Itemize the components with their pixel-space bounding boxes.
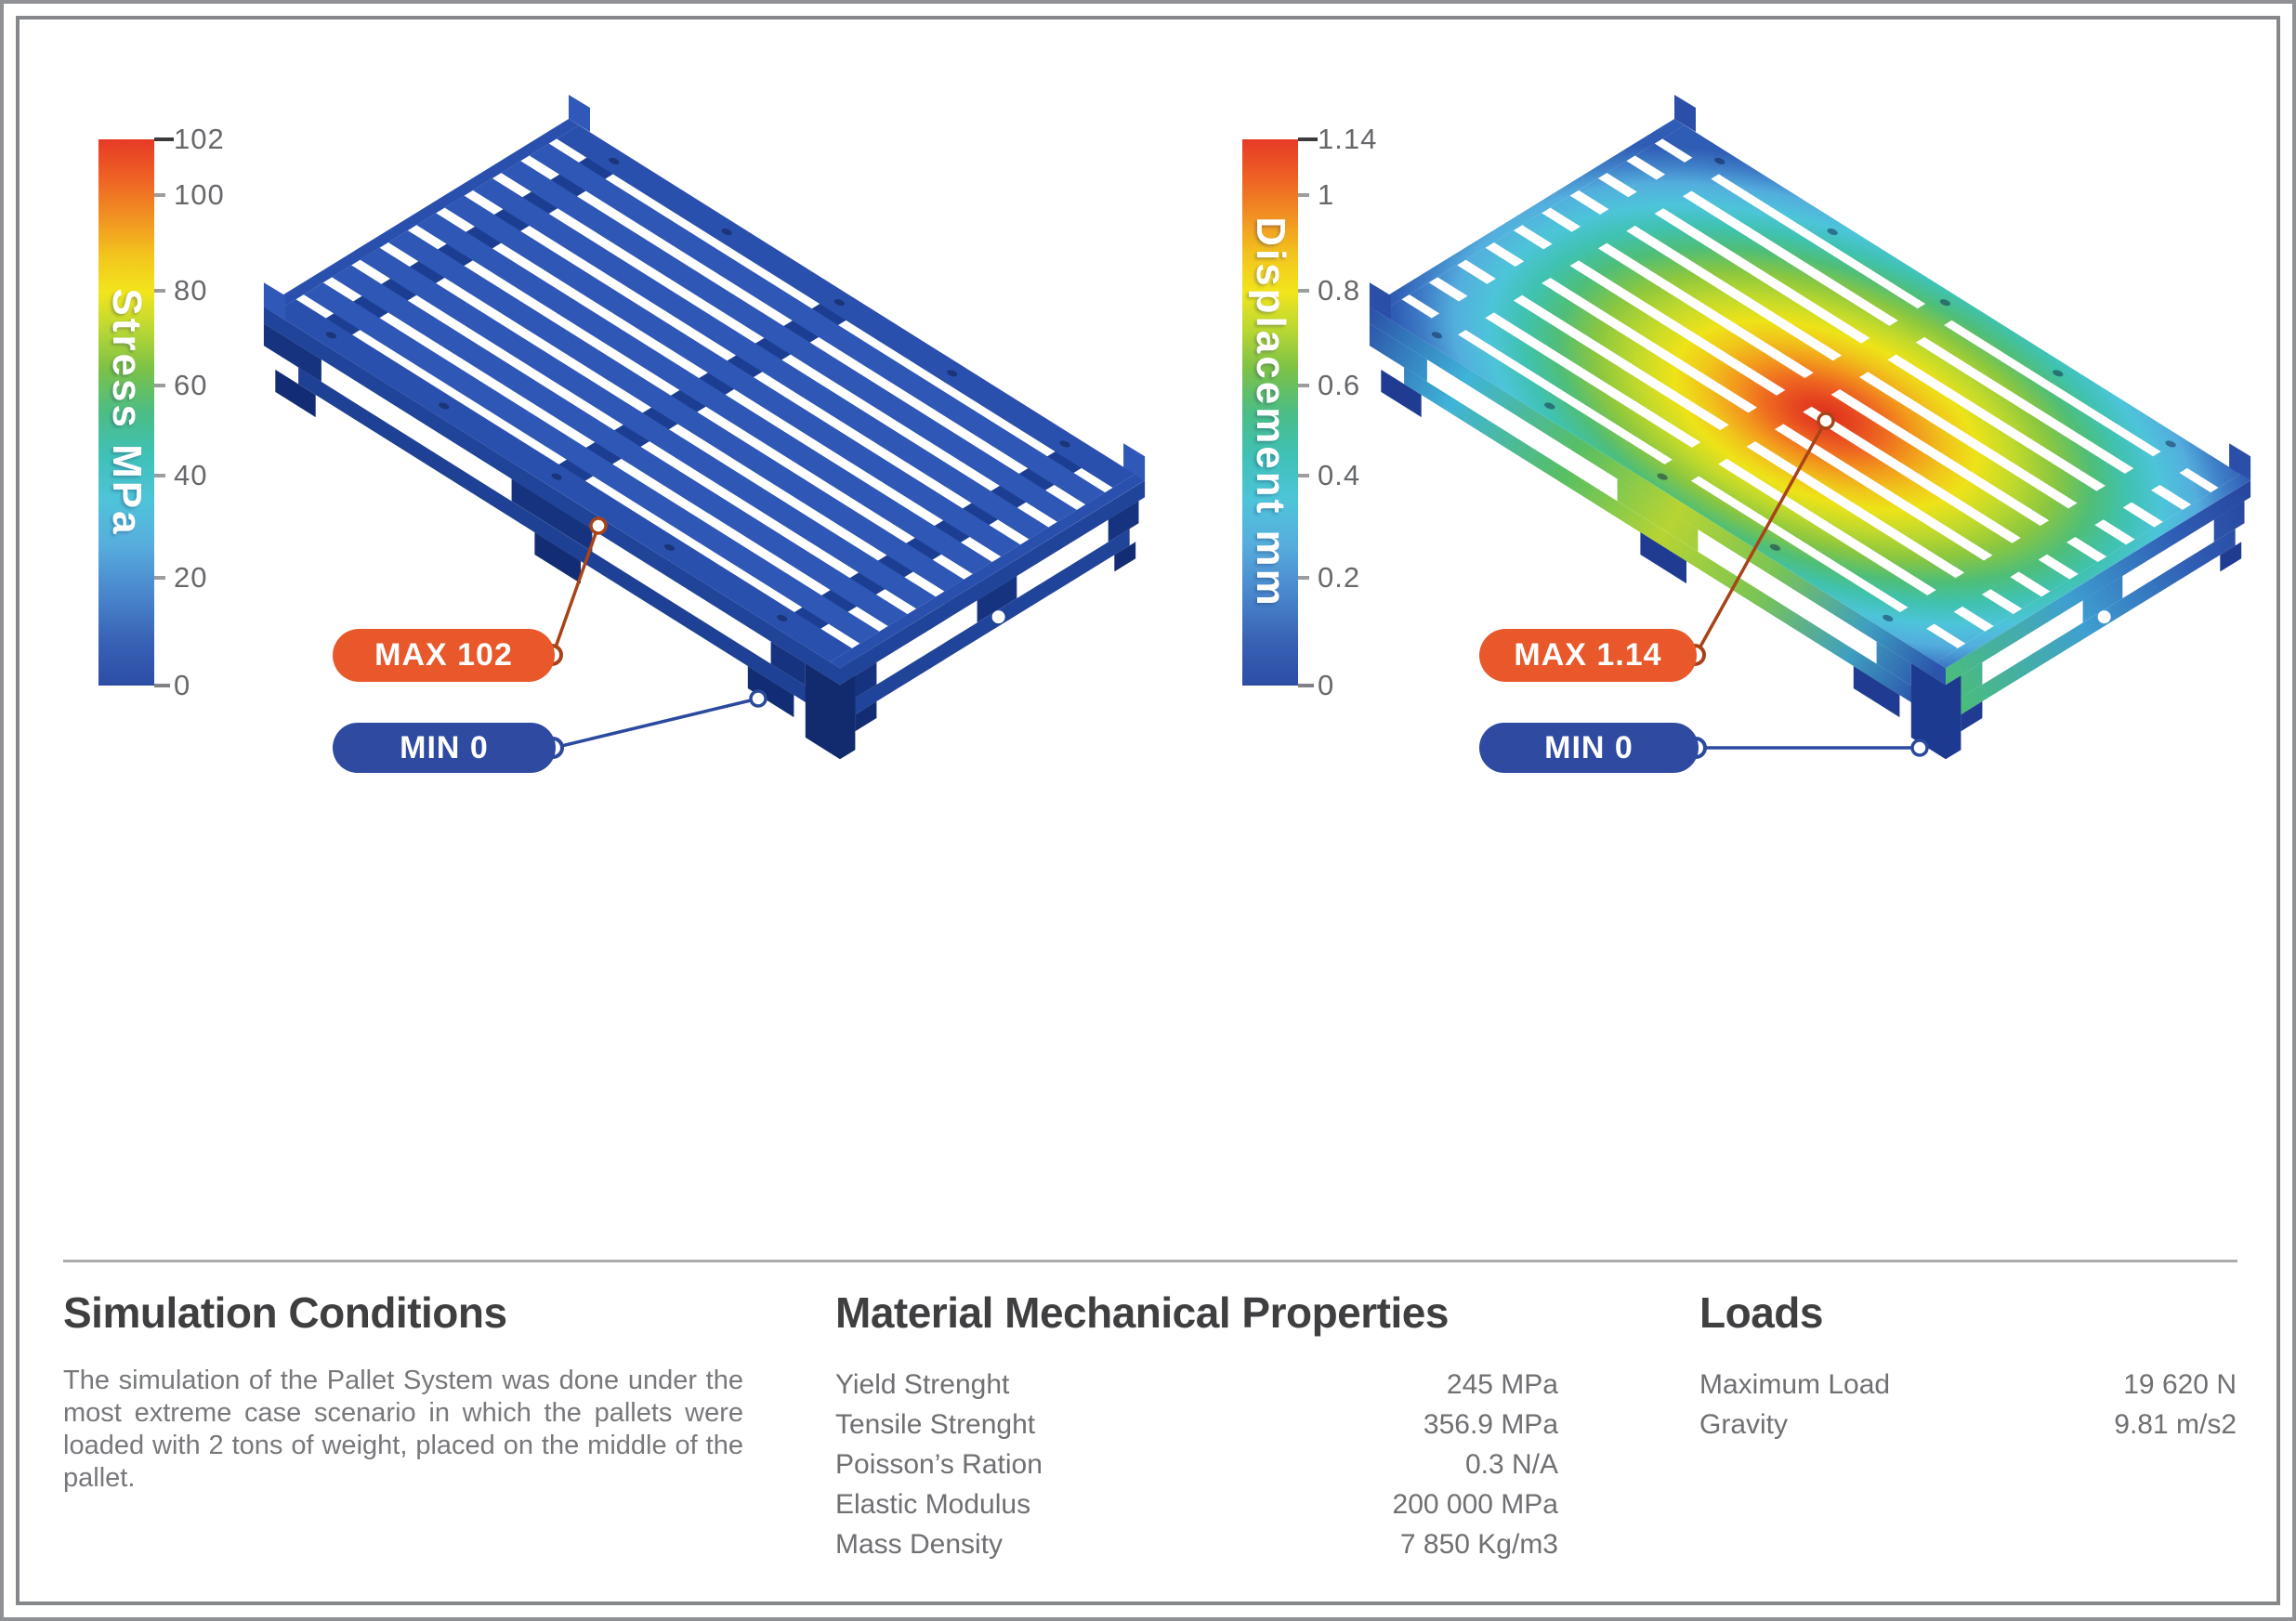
tick-dash [154, 384, 165, 387]
tick-dash [154, 474, 165, 477]
stress-min-badge: MIN 0 [333, 723, 556, 773]
pallet-3d-scene [263, 95, 2251, 760]
tick-dash [154, 193, 165, 197]
tick-dash [154, 289, 165, 293]
tick-dash [1298, 684, 1314, 687]
tick-dash [1298, 474, 1309, 477]
property-row: Elastic Modulus 200 000 MPa [835, 1488, 1558, 1520]
simulation-conditions-body: The simulation of the Pallet System was … [63, 1365, 743, 1493]
displacement-max-point-dot [1817, 412, 1835, 430]
stress-max-leader-line [551, 525, 600, 656]
load-row: Gravity 9.81 m/s2 [1699, 1408, 2237, 1440]
property-row: Tensile Strenght 356.9 MPa [835, 1408, 1558, 1440]
footer-divider [63, 1260, 2237, 1262]
tick-dash [1298, 193, 1309, 197]
displacement-min-badge: MIN 0 [1479, 723, 1699, 773]
displacement-pallet-3d [1369, 95, 2251, 760]
stress-pallet-3d [263, 95, 1146, 760]
displacement-max-badge: MAX 1.14 [1479, 629, 1697, 682]
displacement-colorbar-title: Displacement mm [1248, 216, 1293, 608]
stress-min-point-dot [749, 689, 768, 708]
tick-dash [154, 576, 165, 580]
displacement-colorbar: Displacement mm 1.14 1 0.8 0.6 0.4 0.2 0 [1242, 123, 1376, 701]
tick-dash [1298, 384, 1309, 387]
property-row: Poisson’s Ration 0.3 N/A [835, 1448, 1558, 1480]
material-properties-section: Material Mechanical Properties Yield Str… [835, 1289, 1558, 1564]
simulation-conditions-section: Simulation Conditions The simulation of … [63, 1289, 743, 1495]
stress-colorbar-title: Stress MPa [104, 288, 150, 537]
loads-title: Loads [1699, 1288, 1823, 1337]
tick-dash [1298, 576, 1309, 580]
tick-dash [154, 137, 174, 141]
displacement-min-point-dot [1910, 739, 1929, 757]
loads-section: Loads Maximum Load 19 620 N Gravity 9.81 m… [1699, 1289, 2237, 1445]
stress-colorbar: Stress MPa 102 100 80 60 40 20 0 [98, 123, 224, 701]
load-row: Maximum Load 19 620 N [1699, 1368, 2237, 1400]
tick-dash [1298, 289, 1309, 293]
simulation-conditions-title: Simulation Conditions [63, 1288, 507, 1337]
material-properties-title: Material Mechanical Properties [835, 1288, 1449, 1337]
stress-min-leader-line [553, 697, 759, 750]
property-row: Yield Strenght 245 MPa [835, 1368, 1558, 1400]
stress-max-badge: MAX 102 [333, 629, 555, 682]
tick-dash [154, 684, 170, 687]
tick-dash [1298, 137, 1318, 141]
property-row: Mass Density 7 850 Kg/m3 [835, 1528, 1558, 1560]
displacement-max-leader-line [1694, 420, 1828, 656]
stress-max-point-dot [589, 516, 608, 535]
